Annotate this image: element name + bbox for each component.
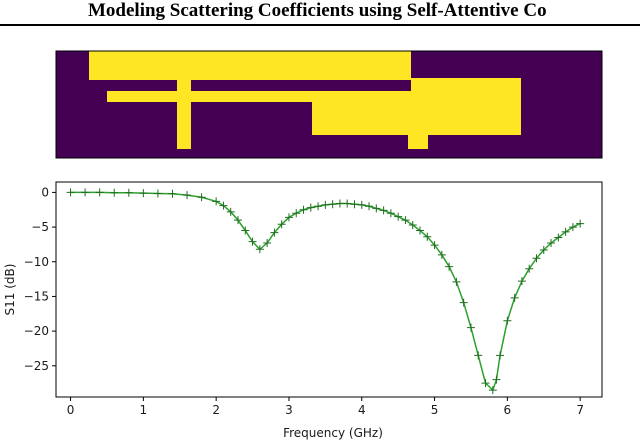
- page-header-title: Modeling Scattering Coefficients using S…: [88, 0, 547, 21]
- data-point-marker: [394, 212, 403, 221]
- layout-shape: [89, 51, 411, 80]
- data-point-marker: [197, 193, 206, 202]
- y-tick-label: −20: [24, 324, 49, 338]
- data-point-marker: [234, 216, 242, 225]
- data-point-marker: [183, 191, 192, 200]
- data-point-marker: [561, 227, 570, 236]
- layout-frame: [55, 50, 603, 159]
- data-point-marker: [81, 188, 90, 197]
- data-point-marker: [139, 189, 148, 198]
- data-point-marker: [430, 241, 439, 250]
- data-point-marker: [357, 200, 366, 209]
- data-point-marker: [568, 223, 577, 232]
- data-point-marker: [452, 277, 461, 286]
- data-point-marker: [539, 245, 548, 254]
- data-point-marker: [335, 199, 344, 208]
- data-point-marker: [219, 201, 228, 210]
- data-point-marker: [474, 351, 483, 360]
- data-point-marker: [95, 188, 104, 197]
- y-tick-label: 0: [41, 185, 49, 199]
- data-point-marker: [277, 220, 286, 229]
- data-point-marker: [321, 200, 330, 209]
- data-point-marker: [408, 221, 417, 229]
- data-point-marker: [110, 188, 119, 197]
- data-point-marker: [576, 219, 585, 228]
- y-tick-label: −10: [24, 255, 49, 269]
- x-tick-label: 2: [212, 403, 220, 417]
- data-point-marker: [496, 351, 505, 360]
- x-tick-label: 3: [285, 403, 293, 417]
- data-point-marker: [241, 226, 250, 235]
- data-point-marker: [423, 232, 432, 241]
- data-point-marker: [503, 316, 512, 325]
- data-point-marker: [492, 375, 501, 384]
- data-point-marker: [517, 277, 526, 286]
- x-axis-label: Frequency (GHz): [283, 426, 383, 440]
- data-point-marker: [212, 197, 221, 206]
- layout-shape: [408, 135, 428, 149]
- data-point-marker: [284, 213, 293, 222]
- data-point-marker: [554, 233, 563, 242]
- data-point-marker: [226, 207, 235, 216]
- data-point-marker: [328, 200, 337, 209]
- y-tick-label: −25: [24, 359, 49, 373]
- series-line: [70, 191, 581, 392]
- data-point-marker: [168, 189, 177, 198]
- data-point-marker: [416, 226, 424, 235]
- header-rule: [0, 24, 640, 26]
- data-point-marker: [314, 202, 323, 211]
- x-tick-label: 5: [431, 403, 439, 417]
- data-point-marker: [379, 206, 388, 215]
- data-point-marker: [299, 205, 308, 214]
- layout-shape: [411, 78, 521, 135]
- data-point-marker: [466, 323, 475, 332]
- x-tick-label: 4: [358, 403, 366, 417]
- x-tick-label: 1: [140, 403, 148, 417]
- plot-area: [55, 181, 603, 398]
- x-tick-label: 6: [504, 403, 512, 417]
- data-point-marker: [343, 199, 352, 208]
- x-tick-label: 7: [576, 403, 584, 417]
- layout-shape: [177, 80, 191, 149]
- data-point-marker: [306, 203, 315, 212]
- data-point-marker: [459, 298, 468, 307]
- data-point-marker: [66, 188, 75, 197]
- data-point-marker: [445, 262, 454, 271]
- data-point-marker: [401, 216, 410, 225]
- data-point-marker: [365, 202, 374, 211]
- data-point-marker: [263, 239, 272, 248]
- data-point-marker: [547, 239, 556, 248]
- data-point-marker: [532, 254, 541, 263]
- layout-shape: [312, 102, 411, 135]
- y-axis-label: S11 (dB): [3, 264, 17, 316]
- x-tick-label: 0: [67, 403, 75, 417]
- y-tick-label: −15: [24, 289, 49, 303]
- data-point-marker: [350, 200, 359, 209]
- y-tick-label: −5: [31, 220, 49, 234]
- data-point-marker: [372, 204, 381, 213]
- s11-chart: 0 1 2 3 4 5 6 7 0 −5 −10 −15 −20 −25 Frequency (GHz) S1…: [3, 181, 603, 440]
- data-point-marker: [124, 188, 133, 197]
- antenna-layout-figure: [55, 50, 603, 159]
- data-point-marker: [248, 237, 257, 246]
- data-point-marker: [488, 386, 497, 395]
- data-point-marker: [270, 228, 279, 237]
- layout-shape: [107, 91, 411, 102]
- data-point-marker: [510, 293, 519, 302]
- data-point-marker: [292, 209, 301, 218]
- data-point-marker: [481, 379, 490, 388]
- data-point-marker: [525, 264, 534, 273]
- data-point-marker: [386, 209, 395, 218]
- data-point-marker: [153, 189, 162, 198]
- data-point-marker: [255, 245, 264, 254]
- data-point-marker: [437, 250, 446, 259]
